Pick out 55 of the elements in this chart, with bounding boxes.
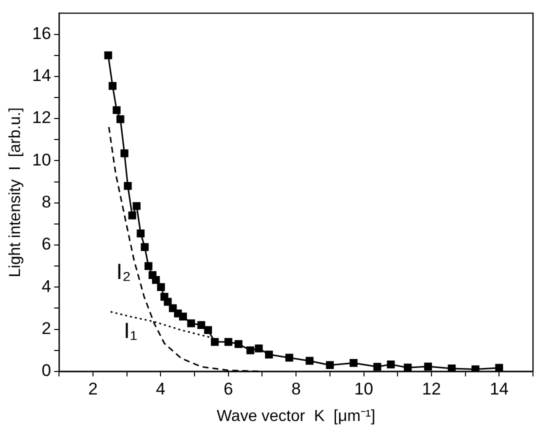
point (152, 276, 160, 284)
point (224, 338, 232, 346)
point (254, 344, 263, 352)
point (306, 356, 314, 365)
point (104, 51, 112, 60)
point (108, 82, 117, 90)
point (179, 312, 187, 321)
point (326, 361, 334, 370)
y-axis-title: Light intensity I [arb.u.] (7, 107, 24, 278)
point (140, 243, 149, 252)
point (187, 319, 196, 328)
x-tick-label: 12 (422, 379, 441, 398)
y-tick-label: 14 (32, 66, 52, 86)
point (472, 365, 480, 372)
x-tick-label: 10 (354, 379, 374, 398)
y-tick-label: 10 (32, 150, 52, 170)
point (424, 362, 432, 370)
point (373, 362, 382, 371)
point (404, 364, 412, 372)
annotation: I₂ (116, 258, 131, 284)
x-tick-label: 6 (224, 379, 234, 398)
x-axis-title: Wave vector K [μm⁻¹] (216, 408, 376, 425)
y-tick-label: 6 (42, 234, 52, 254)
point (157, 283, 165, 292)
x-tick-label: 8 (291, 379, 301, 398)
point (128, 212, 136, 220)
x-tick-label: 2 (88, 379, 98, 398)
point (136, 229, 145, 238)
point (246, 346, 254, 354)
point (265, 350, 273, 358)
point (285, 354, 294, 362)
point (144, 262, 152, 270)
point (234, 340, 242, 348)
point (124, 182, 132, 190)
point (112, 106, 121, 114)
point (197, 321, 206, 329)
point (164, 298, 172, 306)
x-tick-label: 14 (490, 379, 509, 398)
y-tick-label: 4 (42, 276, 52, 296)
point (120, 149, 128, 158)
y-tick-label: 8 (42, 192, 52, 212)
y-tick-label: 16 (32, 24, 52, 43)
point (116, 115, 124, 124)
point (132, 202, 141, 210)
annotation: I₁ (124, 318, 138, 343)
point (204, 326, 212, 334)
x-tick-label: 4 (156, 379, 166, 398)
point (495, 364, 504, 372)
point (448, 364, 456, 372)
y-tick-label: 12 (32, 108, 52, 128)
point (350, 359, 358, 367)
y-tick-label: 2 (42, 318, 52, 338)
point (210, 338, 219, 346)
y-tick-label: 0 (42, 361, 52, 380)
point (386, 360, 395, 368)
